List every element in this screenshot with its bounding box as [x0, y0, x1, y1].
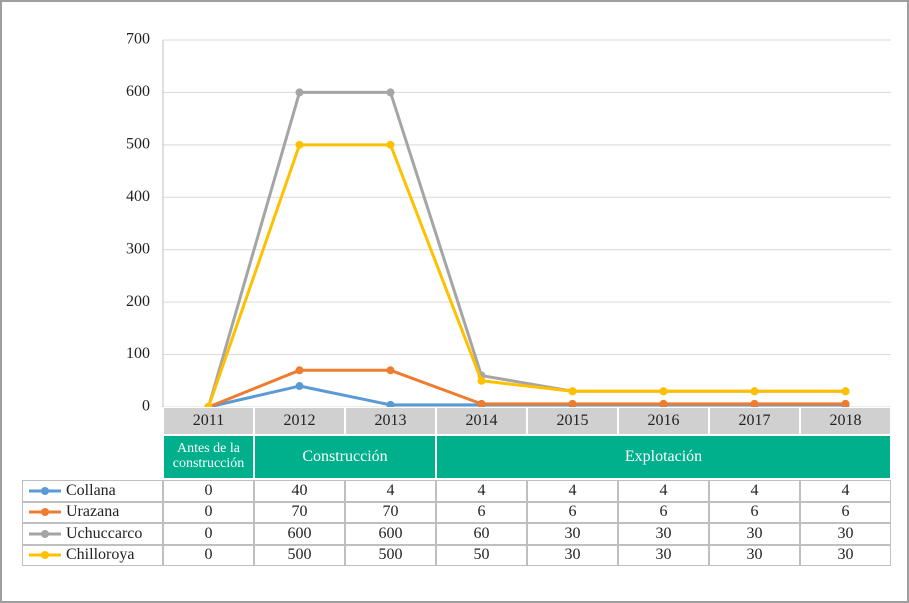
point [568, 387, 577, 396]
year-cell: 2013 [345, 407, 436, 435]
legend-icon [29, 551, 61, 560]
legend-label: Urazana [66, 503, 120, 521]
year-cell: 2016 [618, 407, 709, 435]
point [295, 88, 304, 97]
series-line [207, 368, 846, 409]
phase-cell: Construcción [254, 435, 436, 479]
legend-dot [41, 486, 49, 495]
legend-dot [41, 529, 49, 538]
value-cell: 6 [709, 501, 800, 523]
value-cell: 600 [254, 523, 345, 545]
legend-entry: Uchuccarco [22, 523, 163, 545]
point [841, 387, 850, 396]
value-cell: 30 [709, 544, 800, 566]
legend-label: Uchuccarco [66, 524, 143, 542]
value-cell: 4 [527, 480, 618, 502]
value-cell: 70 [254, 501, 345, 523]
year-cell: 2018 [800, 407, 891, 435]
y-tick-label: 600 [126, 83, 150, 100]
value-cell: 0 [163, 523, 254, 545]
value-cell: 0 [163, 544, 254, 566]
value-cell: 30 [800, 544, 891, 566]
legend-dot [41, 551, 49, 560]
legend-entry: Urazana [22, 501, 163, 523]
point [386, 140, 395, 149]
point [659, 399, 668, 408]
point [568, 399, 577, 408]
value-cell: 4 [436, 480, 527, 502]
legend-icon [29, 529, 61, 538]
value-cell: 30 [618, 523, 709, 545]
point [659, 387, 668, 396]
series-line [207, 143, 846, 408]
point [477, 399, 486, 408]
y-tick-label: 300 [126, 240, 150, 257]
point [750, 387, 759, 396]
legend-entry: Collana [22, 480, 163, 502]
year-cell: 2011 [163, 407, 254, 435]
value-cell: 500 [254, 544, 345, 566]
value-cell: 500 [345, 544, 436, 566]
value-cell: 4 [709, 480, 800, 502]
value-cell: 4 [618, 480, 709, 502]
y-tick-label: 400 [126, 188, 150, 205]
value-cell: 30 [800, 523, 891, 545]
value-cell: 30 [618, 544, 709, 566]
value-cell: 6 [436, 501, 527, 523]
value-cell: 6 [800, 501, 891, 523]
point [295, 382, 304, 391]
value-cell: 30 [527, 523, 618, 545]
value-cell: 30 [527, 544, 618, 566]
year-cell: 2012 [254, 407, 345, 435]
legend-label: Chilloroya [66, 546, 135, 564]
value-cell: 0 [163, 501, 254, 523]
y-tick-label: 100 [126, 345, 150, 362]
phase-cell: Antes de la construcción [163, 435, 254, 479]
phase-cell: Explotación [436, 435, 891, 479]
y-tick-label: 0 [142, 398, 150, 415]
legend-entry: Chilloroya [22, 544, 163, 566]
value-cell: 60 [436, 523, 527, 545]
point [295, 140, 304, 149]
value-cell: 40 [254, 480, 345, 502]
point [477, 376, 486, 385]
value-cell: 4 [345, 480, 436, 502]
year-cell: 2015 [527, 407, 618, 435]
value-cell: 70 [345, 501, 436, 523]
point [750, 399, 759, 408]
y-tick-label: 200 [126, 293, 150, 310]
value-cell: 600 [345, 523, 436, 545]
value-cell: 50 [436, 544, 527, 566]
y-tick-label: 500 [126, 136, 150, 153]
y-tick-label: 700 [126, 31, 150, 48]
legend-icon [29, 508, 61, 517]
year-cell: 2017 [709, 407, 800, 435]
value-cell: 6 [527, 501, 618, 523]
legend-label: Collana [66, 481, 116, 499]
point [841, 399, 850, 408]
value-cell: 6 [618, 501, 709, 523]
legend-dot [41, 508, 49, 517]
point [386, 88, 395, 97]
year-cell: 2014 [436, 407, 527, 435]
legend-icon [29, 486, 61, 495]
value-cell: 4 [800, 480, 891, 502]
value-cell: 0 [163, 480, 254, 502]
point [386, 400, 395, 409]
value-cell: 30 [709, 523, 800, 545]
point [295, 366, 304, 375]
point [386, 366, 395, 375]
